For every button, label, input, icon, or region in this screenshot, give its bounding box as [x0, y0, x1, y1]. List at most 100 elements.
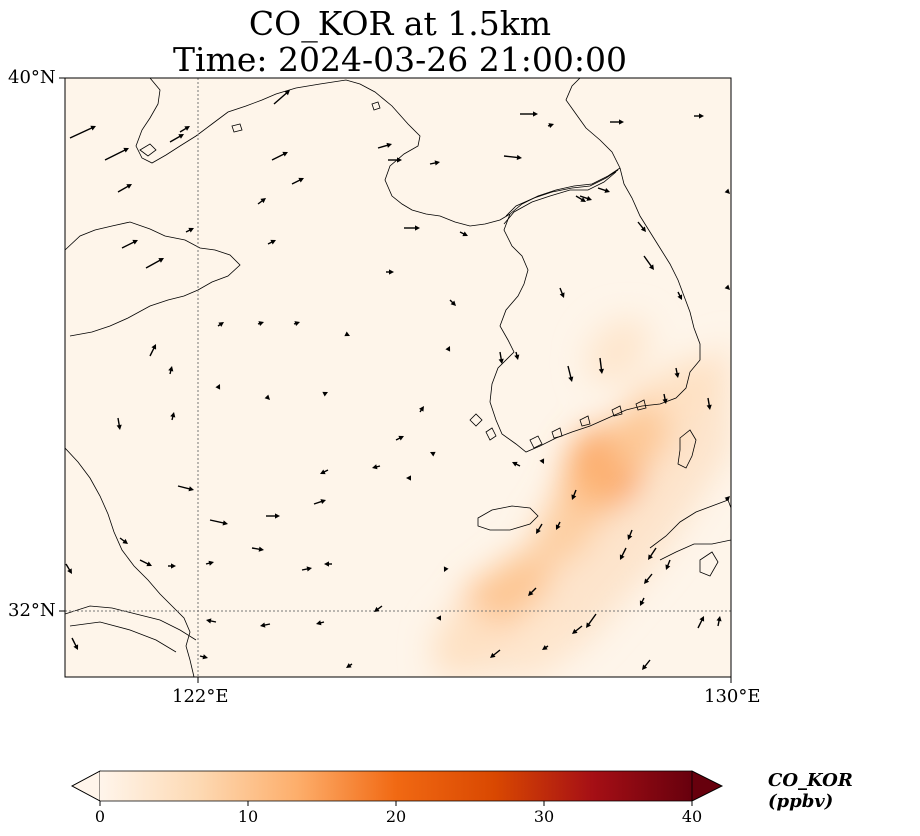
wind-vector-arrow: [215, 384, 221, 390]
wind-vector-arrow: [404, 225, 420, 231]
wind-vector-arrow: [674, 367, 680, 378]
wind-vector-arrow: [71, 637, 79, 650]
wind-vector-arrow: [65, 563, 72, 574]
wind-vector-arrow: [267, 239, 276, 245]
wind-vector-arrow: [344, 331, 350, 337]
map-title: CO_KOR at 1.5km: [248, 4, 552, 43]
map-frame: [64, 77, 732, 678]
wind-vector-arrow: [179, 126, 190, 133]
wind-vector-arrow: [572, 625, 583, 634]
wind-vector-arrow: [199, 654, 208, 660]
wind-vector-arrow: [429, 160, 440, 166]
coastline-china-north: [65, 221, 241, 337]
wind-vector-arrow: [547, 123, 554, 129]
wind-vector-arrow: [257, 321, 264, 327]
plume-cell: [485, 551, 550, 618]
axis-ticks: [59, 77, 732, 683]
wind-vector-arrow: [374, 605, 383, 612]
wind-vector-arrow: [571, 489, 577, 500]
wind-vector-arrow: [512, 461, 521, 467]
coastline-korea-west: [489, 167, 701, 453]
border-north-korea: [503, 169, 619, 225]
wind-vector-arrow: [168, 563, 176, 569]
wind-vector-arrow: [185, 227, 194, 233]
wind-vector-arrow: [662, 393, 668, 404]
wind-vector-arrow: [639, 597, 645, 606]
wind-vector-arrow: [498, 351, 504, 364]
wind-vector-arrow: [206, 618, 217, 624]
wind-vector-arrow: [555, 521, 561, 530]
gridlines: [65, 78, 731, 677]
wind-vector-arrow: [257, 198, 266, 205]
wind-vector-arrow: [436, 615, 441, 621]
wind-vector-arrow: [648, 547, 657, 560]
wind-vector-arrow: [260, 622, 271, 628]
wind-vector-arrow: [724, 284, 730, 290]
wind-vector-arrow: [514, 351, 520, 360]
wind-vector-arrow: [528, 587, 537, 596]
wind-vector-arrow: [386, 269, 394, 275]
wind-vector-arrow: [567, 365, 574, 382]
wind-vector-arrow: [642, 659, 651, 670]
island-tsushima: [677, 429, 697, 469]
wind-vector-arrow: [266, 513, 280, 519]
coastline-korea-north: [509, 167, 621, 215]
wind-vector-arrow: [377, 142, 392, 149]
wind-vector-arrow: [443, 566, 449, 572]
lat-label-40n: 40°N: [8, 67, 56, 88]
wind-vector-arrow: [643, 255, 654, 270]
wind-vector-arrow: [139, 559, 152, 567]
wind-vector-arrow: [170, 412, 176, 421]
colorbar-ticklabel-20: 20: [385, 807, 407, 826]
coastline-yangtze: [65, 605, 197, 653]
wind-vector-arrow: [271, 151, 288, 161]
wind-vector-arrow: [724, 496, 730, 502]
colorbar-extend-high: [691, 770, 723, 802]
wind-vector-arrow: [694, 113, 704, 119]
wind-vector-arrow: [503, 154, 522, 161]
colorbar-bar: [100, 771, 692, 801]
wind-vector-arrow: [559, 287, 565, 298]
colorbar-ticklabel-0: 0: [94, 807, 106, 826]
lon-label-130e: 130°E: [704, 686, 761, 707]
wind-vector-arrow: [644, 573, 653, 584]
wind-vector-layer: [65, 78, 730, 670]
wind-vector-arrow: [301, 566, 312, 572]
wind-vector-arrow: [322, 391, 328, 397]
map-timestamp: Time: 2024-03-26 21:00:00: [173, 40, 627, 79]
coastline-liaodong: [135, 78, 297, 164]
wind-vector-arrow: [490, 649, 501, 658]
china-islands: [139, 101, 381, 157]
wind-vector-arrow: [346, 663, 353, 668]
wind-vector-arrow: [716, 616, 722, 627]
colorbar-ticklabel-30: 30: [533, 807, 555, 826]
wind-vector-arrow: [619, 547, 627, 560]
colorbar-label: CO_KOR (ppbv): [768, 770, 853, 812]
wind-vector-arrow: [104, 147, 129, 161]
wind-vector-arrow: [117, 184, 132, 193]
korea-southwest-islands: [469, 399, 647, 449]
wind-vector-arrow: [324, 561, 332, 567]
wind-vector-arrow: [291, 177, 304, 185]
wind-vector-arrow: [520, 111, 538, 117]
wind-vector-arrow: [697, 616, 705, 629]
coastline-bohai-north: [295, 79, 511, 227]
wind-vector-arrow: [205, 560, 214, 566]
plume-cell: [505, 604, 570, 671]
wind-vector-arrow: [119, 537, 128, 544]
lat-label-32n: 32°N: [8, 600, 56, 621]
colorbar: [71, 770, 723, 806]
plume-cell: [652, 357, 717, 425]
wind-vector-arrow: [273, 90, 290, 105]
wind-vector-arrow: [209, 519, 228, 526]
colorbar-ticklabel-40: 40: [681, 807, 703, 826]
co-plume-layer: [430, 317, 731, 677]
coastline-korea-northeast: [565, 78, 621, 169]
coastline-layer: [65, 78, 731, 677]
colorbar-ticklabel-10: 10: [237, 807, 259, 826]
island-jeju: [477, 505, 539, 531]
wind-vector-arrow: [169, 134, 184, 143]
plume-cell: [432, 604, 497, 671]
wind-vector-arrow: [372, 464, 381, 470]
